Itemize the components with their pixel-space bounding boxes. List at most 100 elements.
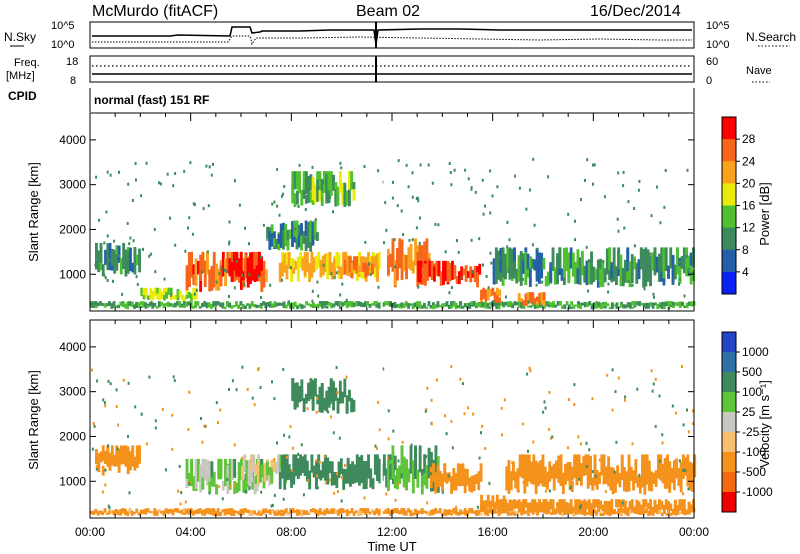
power-cell bbox=[556, 301, 560, 306]
power-cell bbox=[151, 302, 155, 309]
power-cell bbox=[205, 302, 209, 309]
velocity-scatter-cell bbox=[686, 408, 688, 412]
velocity-scatter-cell bbox=[588, 448, 591, 452]
power-cell bbox=[288, 229, 292, 239]
velocity-cell bbox=[639, 504, 643, 512]
power-scatter-cell bbox=[650, 214, 653, 218]
velocity-scatter-cell bbox=[316, 474, 318, 478]
power-cell bbox=[504, 301, 508, 306]
velocity-cell bbox=[551, 499, 555, 509]
velocity-scatter-cell bbox=[692, 409, 694, 413]
velocity-cell bbox=[513, 512, 517, 516]
velocity-scatter-cell bbox=[658, 459, 661, 463]
power-cell bbox=[393, 259, 397, 286]
velocity-cell bbox=[610, 512, 614, 515]
velocity-cell bbox=[377, 509, 381, 514]
velocity-scatter-cell bbox=[336, 472, 339, 476]
power-scatter-cell bbox=[396, 204, 399, 208]
power-scatter-cell bbox=[314, 218, 317, 222]
velocity-cell bbox=[687, 501, 691, 511]
velocity-scatter-cell bbox=[323, 454, 326, 458]
velocity-scatter-cell bbox=[115, 405, 118, 409]
power-cell bbox=[606, 303, 610, 307]
velocity-scatter-cell bbox=[341, 476, 344, 479]
velocity-scatter-cell bbox=[573, 403, 576, 407]
power-cell bbox=[328, 251, 332, 275]
power-scatter-cell bbox=[322, 180, 325, 184]
velocity-cell bbox=[259, 465, 262, 483]
power-cell bbox=[364, 262, 368, 278]
power-scatter-cell bbox=[184, 249, 187, 253]
power-scatter-cell bbox=[269, 283, 272, 287]
power-cell bbox=[232, 251, 236, 271]
velocity-cell bbox=[518, 454, 522, 477]
velocity-scatter-cell bbox=[397, 459, 400, 463]
power-cell bbox=[470, 301, 474, 306]
velocity-cell bbox=[599, 500, 602, 510]
velocity-cell bbox=[443, 509, 447, 516]
power-cell bbox=[599, 302, 603, 310]
velocity-cell bbox=[546, 471, 549, 490]
velocity-scatter-cell bbox=[441, 490, 444, 494]
power-cell bbox=[266, 226, 270, 239]
velocity-cell bbox=[461, 463, 465, 486]
power-cell bbox=[495, 287, 499, 298]
power-scatter-cell bbox=[408, 239, 411, 242]
power-cell bbox=[176, 291, 180, 301]
velocity-cell bbox=[287, 511, 290, 516]
velocity-cell bbox=[400, 508, 404, 514]
power-scatter-cell bbox=[467, 177, 470, 181]
velocity-scatter-cell bbox=[611, 408, 614, 412]
velocity-scatter-cell bbox=[682, 423, 685, 427]
velocity-cell bbox=[532, 454, 536, 485]
velocity-cell bbox=[543, 510, 546, 514]
velocity-cell bbox=[596, 499, 600, 510]
velocity-scatter-cell bbox=[681, 364, 683, 368]
power-cell bbox=[360, 268, 364, 279]
velocity-cell bbox=[162, 510, 166, 516]
power-cell bbox=[300, 223, 303, 246]
velocity-cell bbox=[608, 507, 612, 513]
power-cell bbox=[249, 252, 252, 284]
power-cell bbox=[226, 251, 230, 274]
velocity-cell bbox=[345, 509, 349, 517]
velocity-cell bbox=[398, 510, 401, 515]
velocity-scatter-cell bbox=[115, 388, 118, 392]
velocity-cell bbox=[230, 508, 234, 514]
velocity-cell bbox=[601, 504, 605, 512]
power-scatter-cell bbox=[280, 278, 283, 282]
power-cell bbox=[424, 263, 427, 286]
power-cell bbox=[212, 251, 216, 278]
power-scatter-cell bbox=[103, 273, 106, 277]
power-cell bbox=[221, 302, 225, 309]
velocity-scatter-cell bbox=[93, 424, 96, 428]
power-cell bbox=[355, 256, 359, 269]
power-cell bbox=[552, 301, 555, 308]
power-cell bbox=[596, 259, 600, 282]
power-cell bbox=[366, 264, 370, 276]
power-cell bbox=[336, 301, 340, 307]
power-scatter-cell bbox=[98, 218, 101, 222]
power-cell bbox=[133, 305, 136, 309]
velocity-scatter-cell bbox=[410, 443, 413, 447]
velocity-cell bbox=[432, 463, 435, 480]
velocity-cell bbox=[330, 461, 334, 486]
velocity-colorbar-tick-label: 1000 bbox=[742, 345, 769, 359]
power-cell bbox=[304, 171, 308, 194]
velocity-cell bbox=[561, 472, 565, 494]
power-scatter-cell bbox=[174, 172, 177, 175]
velocity-scatter-cell bbox=[257, 367, 260, 371]
power-scatter-cell bbox=[136, 282, 139, 286]
velocity-scatter-cell bbox=[188, 482, 191, 486]
velocity-cell bbox=[214, 510, 218, 516]
power-cell bbox=[477, 301, 481, 307]
power-cell bbox=[619, 254, 623, 287]
power-cell bbox=[671, 254, 675, 284]
power-cell bbox=[131, 262, 135, 273]
power-cell bbox=[526, 253, 530, 270]
velocity-scatter-cell bbox=[345, 375, 348, 379]
velocity-cell bbox=[429, 466, 433, 488]
power-cell bbox=[90, 301, 93, 307]
power-cell bbox=[631, 306, 635, 309]
